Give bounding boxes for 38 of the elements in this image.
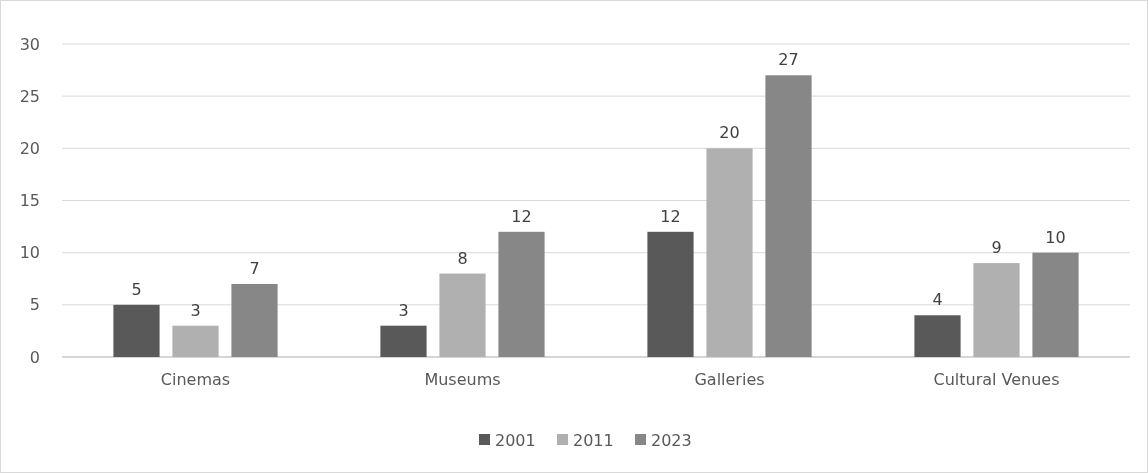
x-tick-label: Galleries bbox=[694, 370, 765, 389]
bar bbox=[380, 325, 427, 357]
data-label: 8 bbox=[457, 248, 468, 268]
bar bbox=[439, 273, 486, 357]
y-tick-label: 30 bbox=[19, 34, 40, 54]
bar bbox=[706, 148, 753, 357]
data-label: 27 bbox=[778, 50, 799, 70]
y-tick-label: 5 bbox=[29, 295, 40, 315]
y-tick-label: 0 bbox=[29, 347, 40, 367]
y-tick-label: 15 bbox=[19, 191, 40, 211]
y-tick-label: 25 bbox=[19, 86, 40, 106]
bar bbox=[647, 231, 694, 357]
y-tick-label: 20 bbox=[19, 138, 40, 158]
bar bbox=[914, 315, 961, 357]
legend-label: 2001 bbox=[495, 430, 536, 450]
bar bbox=[231, 283, 278, 357]
data-label: 5 bbox=[131, 279, 142, 299]
data-label: 20 bbox=[719, 123, 740, 143]
bar bbox=[765, 75, 812, 357]
data-label: 10 bbox=[1045, 227, 1066, 247]
bar bbox=[113, 304, 160, 357]
x-tick-label: Museums bbox=[424, 370, 501, 389]
data-label: 12 bbox=[660, 206, 681, 226]
y-tick-label: 10 bbox=[19, 243, 40, 263]
bar bbox=[172, 325, 219, 357]
legend-label: 2011 bbox=[573, 430, 614, 450]
legend-label: 2023 bbox=[651, 430, 692, 450]
bar bbox=[498, 231, 545, 357]
data-label: 9 bbox=[991, 238, 1002, 258]
data-label: 3 bbox=[190, 300, 201, 320]
data-label: 4 bbox=[932, 290, 943, 310]
bar bbox=[973, 263, 1020, 357]
bar bbox=[1032, 252, 1079, 357]
data-label: 12 bbox=[511, 206, 532, 226]
x-tick-label: Cultural Venues bbox=[933, 370, 1060, 389]
data-label: 3 bbox=[398, 300, 409, 320]
data-label: 7 bbox=[249, 258, 260, 278]
x-tick-label: Cinemas bbox=[160, 370, 231, 389]
